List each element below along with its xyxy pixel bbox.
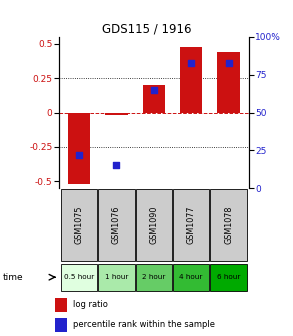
Bar xyxy=(98,189,135,261)
Text: 6 hour: 6 hour xyxy=(217,274,240,280)
Point xyxy=(114,163,119,168)
Point xyxy=(226,60,231,65)
Bar xyxy=(55,318,67,332)
Bar xyxy=(55,298,67,312)
Text: GSM1077: GSM1077 xyxy=(187,206,196,244)
Bar xyxy=(210,189,247,261)
Bar xyxy=(68,113,90,184)
Point xyxy=(151,87,156,93)
Text: 2 hour: 2 hour xyxy=(142,274,166,280)
Bar xyxy=(210,263,247,291)
Bar xyxy=(61,189,98,261)
Text: GSM1076: GSM1076 xyxy=(112,206,121,244)
Point xyxy=(77,152,81,158)
Bar xyxy=(217,52,240,113)
Text: GSM1090: GSM1090 xyxy=(149,206,158,244)
Bar xyxy=(136,189,172,261)
Text: GSM1075: GSM1075 xyxy=(75,206,84,244)
Bar xyxy=(180,47,202,113)
Text: log ratio: log ratio xyxy=(73,300,108,309)
Text: 1 hour: 1 hour xyxy=(105,274,128,280)
Bar xyxy=(136,263,172,291)
Bar xyxy=(61,263,98,291)
Text: GDS115 / 1916: GDS115 / 1916 xyxy=(102,22,191,35)
Text: 4 hour: 4 hour xyxy=(180,274,203,280)
Text: 0.5 hour: 0.5 hour xyxy=(64,274,94,280)
Bar xyxy=(105,113,128,115)
Text: percentile rank within the sample: percentile rank within the sample xyxy=(73,320,215,329)
Bar xyxy=(98,263,135,291)
Bar xyxy=(143,85,165,113)
Text: time: time xyxy=(3,273,23,282)
Point xyxy=(189,60,193,65)
Bar xyxy=(173,263,209,291)
Bar xyxy=(173,189,209,261)
Text: GSM1078: GSM1078 xyxy=(224,206,233,244)
